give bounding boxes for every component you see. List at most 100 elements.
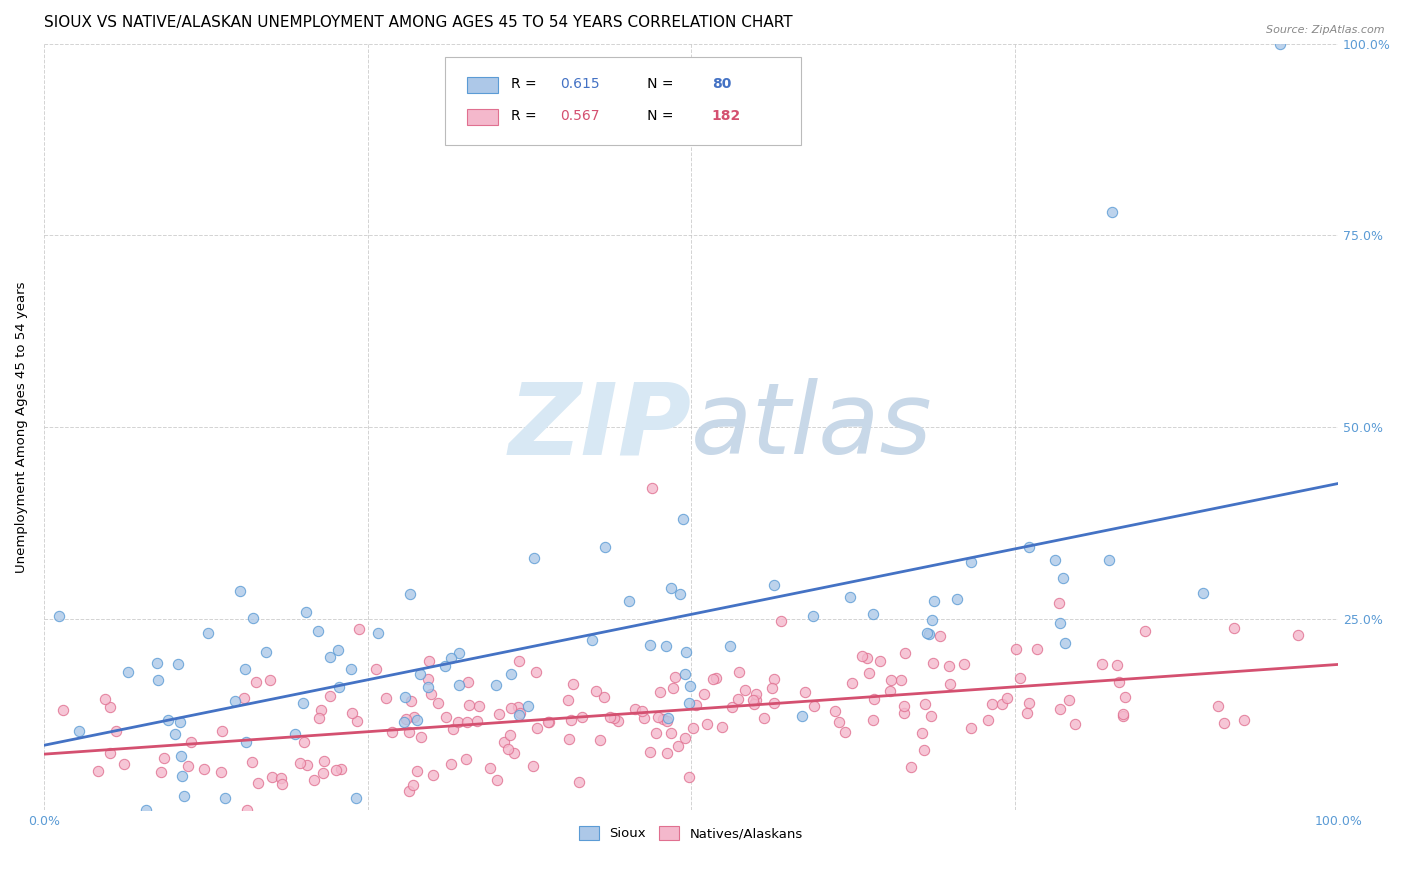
Point (98, 746, 121, 760)
Point (599, 710, 621, 724)
Point (1286, 628, 1309, 642)
Point (236, 803, 259, 817)
Point (651, 712, 673, 726)
Point (921, 613, 943, 627)
Point (1223, 621, 1246, 635)
Point (790, 709, 813, 723)
Point (763, 672, 786, 686)
Point (929, 629, 952, 643)
Point (641, 481, 664, 495)
Point (406, 764, 429, 779)
Point (94, 692, 117, 706)
Text: 0.615: 0.615 (561, 77, 600, 90)
Text: 80: 80 (711, 77, 731, 90)
Point (523, 551, 546, 566)
Point (1268, 37, 1291, 51)
Point (669, 587, 692, 601)
Point (851, 649, 873, 664)
Point (679, 679, 702, 693)
Point (960, 721, 983, 735)
Point (561, 677, 583, 691)
Point (863, 692, 886, 706)
Point (675, 667, 697, 681)
Point (98, 700, 121, 714)
Point (592, 690, 614, 704)
Point (769, 614, 792, 628)
Point (1008, 671, 1031, 685)
Point (666, 739, 689, 754)
Point (284, 727, 307, 741)
Point (678, 770, 700, 784)
Point (209, 764, 232, 779)
Point (682, 721, 704, 735)
FancyBboxPatch shape (467, 77, 498, 93)
Point (406, 713, 429, 727)
Point (657, 711, 679, 725)
Point (508, 654, 530, 668)
Point (399, 587, 422, 601)
Point (229, 584, 252, 599)
Point (862, 607, 884, 622)
Point (508, 707, 530, 722)
Point (1047, 596, 1070, 610)
Point (67, 723, 90, 738)
Point (48, 609, 70, 624)
Point (402, 710, 425, 724)
Point (346, 714, 368, 728)
Point (408, 667, 430, 681)
Point (117, 665, 139, 679)
Point (603, 711, 626, 725)
Point (398, 784, 420, 798)
Point (526, 721, 548, 735)
Point (233, 690, 256, 705)
Point (1043, 552, 1066, 566)
Point (953, 657, 976, 671)
Point (900, 760, 922, 774)
Point (364, 662, 387, 676)
Point (893, 698, 915, 713)
Point (242, 611, 264, 625)
Point (1206, 699, 1229, 714)
Point (1018, 696, 1040, 710)
Point (761, 681, 783, 695)
Point (945, 592, 967, 607)
Point (921, 656, 943, 670)
Point (440, 651, 463, 665)
Point (655, 747, 678, 761)
Point (399, 694, 422, 708)
Point (112, 756, 135, 771)
Point (224, 694, 246, 708)
Point (304, 773, 326, 788)
Point (259, 673, 281, 688)
Point (447, 714, 470, 729)
Point (449, 646, 471, 660)
Point (1108, 675, 1130, 690)
Point (522, 759, 544, 773)
Legend: Sioux, Natives/Alaskans: Sioux, Natives/Alaskans (574, 821, 808, 846)
Point (995, 691, 1018, 706)
Point (742, 697, 765, 711)
Point (319, 650, 342, 665)
Point (1133, 624, 1156, 638)
Point (685, 698, 707, 713)
Point (457, 698, 479, 712)
Point (894, 646, 917, 660)
Point (647, 710, 669, 724)
Text: N =: N = (634, 77, 678, 90)
Point (146, 673, 169, 687)
Point (434, 710, 457, 724)
Point (1192, 586, 1215, 600)
Point (1101, 205, 1123, 219)
Point (911, 726, 934, 740)
Point (721, 699, 744, 714)
Point (734, 683, 756, 698)
Point (465, 714, 488, 728)
Point (571, 710, 593, 724)
Point (339, 662, 361, 676)
Point (156, 714, 179, 728)
Point (245, 675, 267, 690)
Point (308, 711, 330, 725)
Point (427, 696, 450, 710)
Point (585, 684, 607, 698)
Point (657, 714, 679, 728)
